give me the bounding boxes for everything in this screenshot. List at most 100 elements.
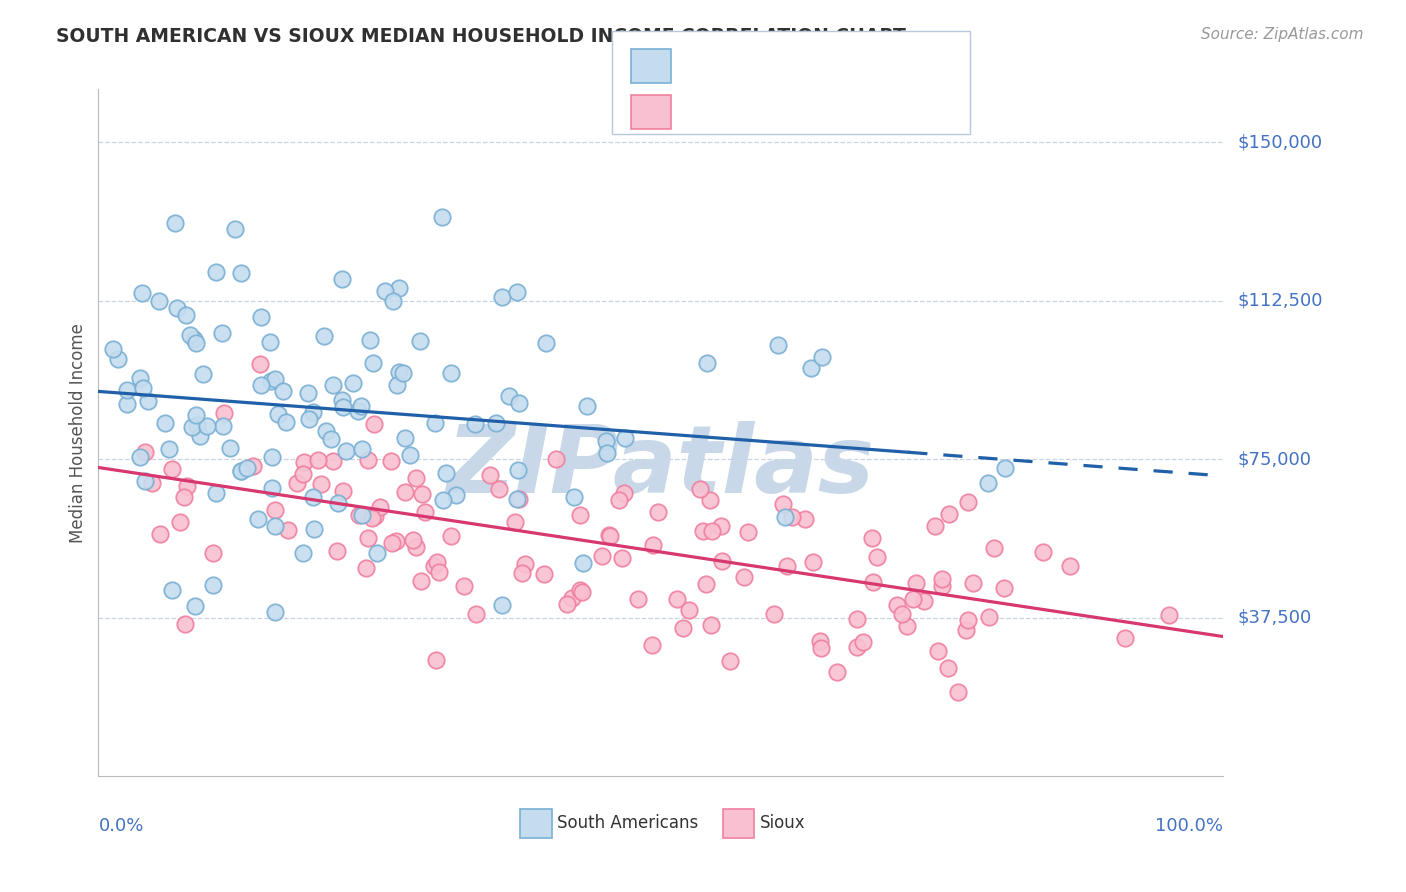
Point: [896, 619, 918, 633]
Point: [936, 661, 959, 675]
Point: [292, 467, 315, 482]
Point: [174, 308, 197, 322]
Text: $75,000: $75,000: [1237, 450, 1312, 468]
Point: [429, 565, 451, 579]
Point: [423, 416, 446, 430]
Point: [825, 665, 848, 679]
Text: $150,000: $150,000: [1237, 133, 1322, 151]
Text: Source: ZipAtlas.com: Source: ZipAtlas.com: [1201, 27, 1364, 42]
Point: [292, 455, 315, 469]
Point: [575, 399, 598, 413]
Point: [508, 463, 530, 477]
Point: [354, 560, 377, 574]
Point: [325, 544, 347, 558]
Point: [153, 417, 176, 431]
Point: [304, 523, 326, 537]
Point: [591, 549, 613, 563]
Point: [169, 515, 191, 529]
Point: [319, 432, 342, 446]
Point: [846, 612, 869, 626]
Text: South Americans: South Americans: [557, 814, 699, 832]
Point: [1114, 632, 1136, 646]
Point: [166, 301, 188, 315]
Point: [229, 464, 252, 478]
Point: [405, 540, 427, 554]
Point: [350, 442, 373, 456]
Text: 123: 123: [844, 103, 883, 122]
Point: [503, 515, 526, 529]
Point: [277, 523, 299, 537]
Point: [561, 591, 583, 606]
Point: [613, 431, 636, 445]
Point: [368, 500, 391, 514]
Point: [271, 384, 294, 398]
Point: [188, 428, 211, 442]
Point: [423, 558, 446, 573]
Text: 0.0%: 0.0%: [98, 817, 143, 835]
Point: [363, 417, 385, 431]
Point: [641, 639, 664, 653]
Point: [411, 487, 433, 501]
Point: [432, 492, 454, 507]
Point: [141, 475, 163, 490]
Point: [332, 401, 354, 415]
Point: [382, 293, 405, 308]
Point: [931, 572, 953, 586]
Point: [595, 434, 617, 448]
Point: [129, 450, 152, 464]
Point: [689, 482, 711, 496]
Point: [157, 442, 180, 457]
Point: [385, 534, 408, 549]
Point: [773, 509, 796, 524]
Point: [571, 585, 593, 599]
Point: [1159, 607, 1181, 622]
Point: [184, 336, 207, 351]
Point: [413, 505, 436, 519]
Text: R =: R =: [685, 103, 725, 122]
Point: [710, 554, 733, 568]
Point: [780, 510, 803, 524]
Point: [1059, 559, 1081, 574]
Point: [488, 482, 510, 496]
Point: [508, 492, 530, 507]
Point: [860, 532, 883, 546]
Point: [357, 453, 380, 467]
Point: [962, 576, 984, 591]
Point: [328, 495, 350, 509]
Point: [440, 529, 463, 543]
Point: [264, 372, 287, 386]
Point: [322, 454, 344, 468]
Point: [672, 621, 695, 635]
Point: [903, 592, 925, 607]
Point: [388, 281, 411, 295]
Point: [800, 361, 823, 376]
Text: -0.188: -0.188: [721, 56, 787, 76]
Point: [546, 452, 568, 467]
Point: [211, 326, 233, 341]
Point: [430, 210, 453, 224]
Point: [409, 334, 432, 348]
Point: [330, 392, 353, 407]
Point: [202, 578, 225, 592]
Point: [307, 453, 329, 467]
Point: [229, 464, 252, 478]
Point: [862, 574, 884, 589]
Point: [510, 566, 533, 581]
Point: [692, 524, 714, 539]
Point: [380, 454, 402, 468]
Point: [184, 408, 207, 422]
Point: [513, 558, 536, 572]
Point: [134, 445, 156, 459]
Point: [912, 593, 935, 607]
Point: [231, 266, 253, 280]
Point: [176, 479, 198, 493]
Point: [983, 541, 1005, 555]
Point: [700, 524, 723, 538]
Point: [181, 420, 204, 434]
Point: [193, 368, 215, 382]
Point: [218, 441, 240, 455]
Point: [163, 216, 186, 230]
Point: [607, 492, 630, 507]
Point: [569, 508, 592, 522]
Point: [292, 546, 315, 560]
